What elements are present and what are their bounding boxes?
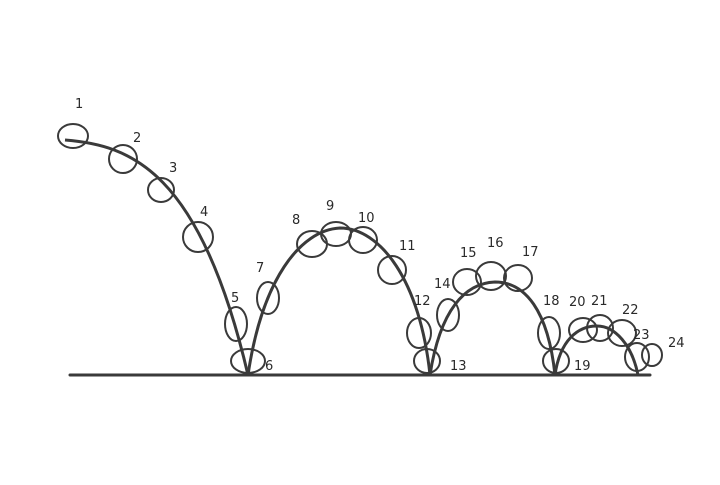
ball-frame-7 [256,281,280,315]
frame-number-23: 23 [633,328,650,343]
ball-frame-14 [436,298,460,332]
frame-number-22: 22 [622,303,639,318]
frame-number-8: 8 [292,213,300,228]
ball-frame-19 [542,348,570,374]
arc-3 [428,280,557,376]
frame-number-7: 7 [256,261,264,276]
ball-frames [57,123,663,374]
ball-frame-16 [475,261,507,291]
ball-frame-6 [230,348,266,374]
ball-frame-5 [224,306,248,342]
frame-number-16: 16 [487,236,504,251]
frame-number-20: 20 [569,295,586,310]
arc-2 [246,226,432,376]
frame-number-4: 4 [200,205,208,220]
frame-number-5: 5 [231,291,239,306]
ball-frame-20 [568,317,598,343]
frame-number-6: 6 [265,359,273,374]
ball-frame-11 [377,255,407,285]
ball-frame-4 [182,221,214,253]
ball-frame-15 [452,268,482,296]
frame-number-19: 19 [574,359,591,374]
frame-number-3: 3 [169,161,177,176]
ball-frame-10 [348,226,378,254]
frame-number-24: 24 [668,336,685,351]
frame-number-9: 9 [326,199,334,214]
ball-frame-17 [503,264,533,292]
ball-frame-12 [406,317,432,349]
arc-1 [64,138,250,376]
ball-frame-9 [320,221,352,247]
ball-frame-2 [108,144,138,174]
frame-number-12: 12 [414,294,431,309]
frame-number-2: 2 [133,131,141,146]
frame-number-14: 14 [434,277,451,292]
ball-frame-1 [57,123,89,149]
frame-number-18: 18 [543,294,560,309]
frame-number-13: 13 [450,359,467,374]
ball-frame-24 [641,343,663,367]
ball-frame-13 [413,348,441,374]
frame-number-11: 11 [399,239,416,254]
frame-number-15: 15 [460,246,477,261]
ball-frame-3 [147,177,175,203]
frame-number-10: 10 [358,211,375,226]
ball-frame-18 [537,316,561,350]
frame-number-1: 1 [75,97,83,112]
ball-frame-23 [624,342,650,372]
ball-frame-22 [607,319,637,347]
frame-number-17: 17 [522,245,539,260]
ball-frame-21 [586,314,614,342]
frame-number-21: 21 [591,294,608,309]
